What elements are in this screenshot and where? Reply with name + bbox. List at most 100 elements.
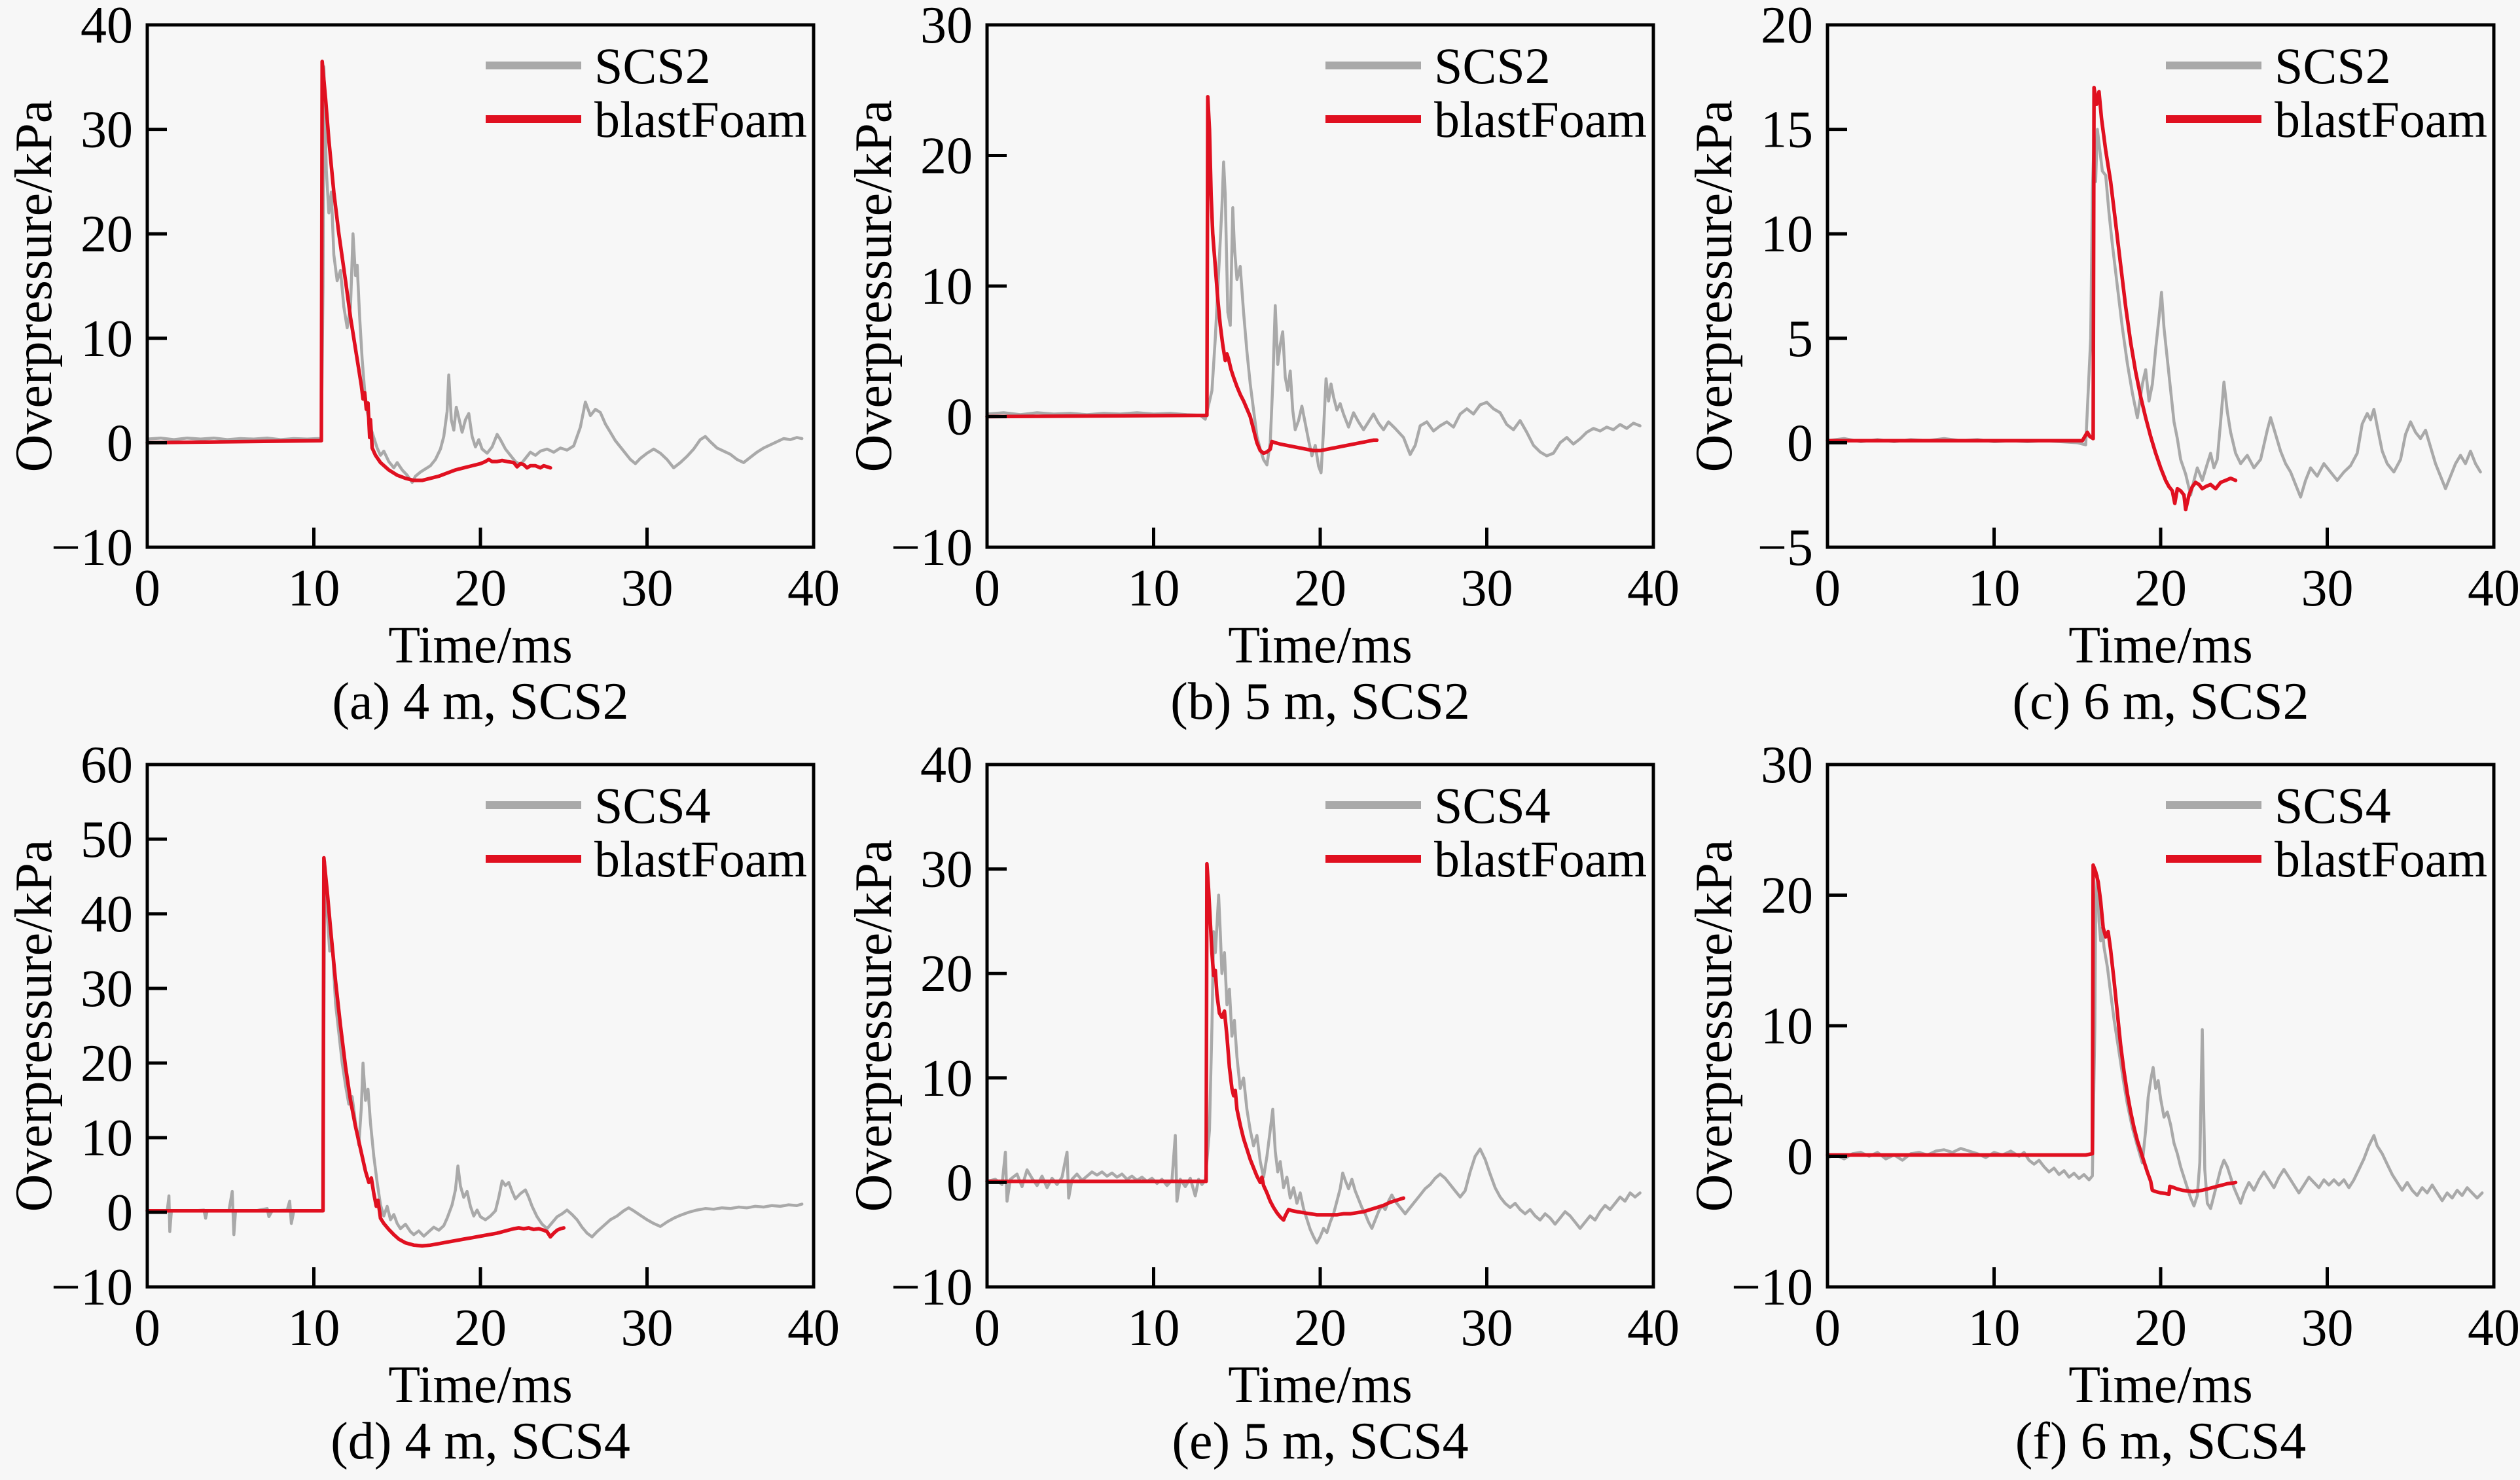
chart-panel-a: 0 10 20 30 40 −10 0 10 20 30 40 Time/ms Overpressure…	[0, 0, 840, 740]
x-tick-label: 30	[621, 560, 674, 617]
series-blastFoam-line	[985, 94, 1379, 456]
x-tick-label: 0	[134, 1299, 160, 1357]
y-tick-label: 10	[920, 1050, 973, 1108]
series-SCS2-line	[145, 65, 804, 484]
x-axis: 0 10 20 30 40	[974, 528, 1680, 617]
x-axis: 0 10 20 30 40	[1814, 528, 2520, 617]
chart-panel-d: 0 10 20 30 40 −10 0 10 20 30 40 50 60 Time/ms Overpres…	[0, 740, 840, 1480]
y-tick-label: 0	[946, 1154, 973, 1212]
x-tick-label: 10	[288, 1299, 340, 1357]
x-axis-label: Time/ms	[2068, 617, 2253, 674]
y-tick-label: 0	[1787, 1128, 1813, 1186]
y-tick-label: 30	[920, 0, 973, 54]
plot-area	[145, 856, 804, 1248]
y-axis: −10 0 10 20 30	[1731, 740, 1847, 1316]
x-axis: 0 10 20 30 40	[974, 1267, 1680, 1357]
legend-label-blastFoam: blastFoam	[2275, 831, 2487, 888]
x-tick-label: 0	[1814, 1299, 1841, 1357]
x-tick-label: 20	[454, 560, 507, 617]
chart-svg-d: 0 10 20 30 40−100102030405060Time/msOverpres…	[5, 740, 840, 1470]
chart-svg-f: 0 10 20 30 40−100102030Time/msOverpressure/k…	[1685, 740, 2520, 1470]
x-tick-label: 10	[288, 560, 340, 617]
y-tick-label: 60	[81, 740, 133, 794]
x-tick-label: 40	[1627, 1299, 1680, 1357]
plot-area	[1826, 863, 2484, 1210]
chart-svg-b: 0 10 20 30 40−100102030Time/msOverpressure/k…	[845, 0, 1680, 731]
x-tick-label: 0	[1814, 560, 1841, 617]
series-blastFoam-line	[1826, 863, 2238, 1197]
series-blastFoam-line	[985, 861, 1406, 1222]
plot-area	[1826, 86, 2482, 512]
plot-area	[145, 60, 804, 484]
chart-svg-e: 0 10 20 30 40−10010203040Time/msOverpressure…	[845, 740, 1680, 1470]
y-tick-label: −10	[891, 1259, 973, 1316]
y-tick-label: 10	[920, 258, 973, 316]
x-tick-label: 30	[1461, 1299, 1513, 1357]
y-tick-label: 10	[1761, 998, 1813, 1055]
chart-caption: (c) 6 m, SCS2	[2012, 673, 2309, 731]
y-axis: −10 0 10 20 30 40 50 60	[51, 740, 167, 1316]
y-tick-label: −10	[51, 519, 133, 577]
x-axis: 0 10 20 30 40	[1814, 1267, 2520, 1357]
x-tick-label: 10	[1128, 1299, 1180, 1357]
x-tick-label: 10	[1128, 560, 1180, 617]
y-axis-label: Overpressure/kPa	[5, 100, 63, 473]
y-tick-label: 30	[1761, 740, 1813, 794]
y-tick-label: 0	[107, 414, 133, 472]
y-tick-label: 10	[1761, 206, 1813, 263]
x-tick-label: 20	[454, 1299, 507, 1357]
series-SCS2-line	[985, 160, 1642, 475]
y-tick-label: 10	[81, 1110, 133, 1167]
y-tick-label: 0	[107, 1184, 133, 1242]
x-tick-label: 40	[2468, 560, 2520, 617]
y-tick-label: 15	[1761, 101, 1813, 159]
x-tick-label: 30	[621, 1299, 674, 1357]
chart-svg-a: 0 10 20 30 40−10010203040Time/msOverpressure…	[5, 0, 840, 731]
chart-panel-c: 0 10 20 30 40 −5 0 5 10 15 20 Time/ms Overpressure/k…	[1680, 0, 2520, 740]
legend-label-SCS4: SCS4	[2275, 777, 2391, 834]
y-axis-label: Overpressure/kPa	[1685, 100, 1743, 473]
chart-caption: (d) 4 m, SCS4	[331, 1413, 630, 1470]
legend-label-blastFoam: blastFoam	[1434, 831, 1647, 888]
series-SCS4-line	[985, 893, 1642, 1245]
x-tick-label: 0	[974, 1299, 1000, 1357]
y-tick-label: 0	[946, 389, 973, 446]
x-axis-label: Time/ms	[1228, 1356, 1413, 1414]
y-axis-label: Overpressure/kPa	[845, 840, 903, 1212]
y-axis: −10 0 10 20 30 40	[51, 0, 167, 577]
y-tick-label: 20	[81, 206, 133, 263]
y-tick-label: 40	[81, 0, 133, 54]
chart-caption: (a) 4 m, SCS2	[332, 673, 628, 731]
series-SCS2-line	[1826, 128, 2482, 499]
y-tick-label: 50	[81, 811, 133, 869]
x-tick-label: 40	[2468, 1299, 2520, 1357]
legend-label-SCS2: SCS2	[594, 37, 711, 94]
plot-area	[985, 861, 1642, 1245]
x-axis-label: Time/ms	[2068, 1356, 2253, 1414]
y-tick-label: −10	[51, 1259, 133, 1316]
x-tick-label: 30	[2301, 560, 2354, 617]
y-tick-label: 10	[81, 310, 133, 368]
x-tick-label: 10	[1968, 1299, 2021, 1357]
x-tick-label: 40	[787, 560, 840, 617]
plot-area	[985, 94, 1642, 475]
y-axis-label: Overpressure/kPa	[5, 840, 63, 1212]
x-axis-label: Time/ms	[388, 617, 573, 674]
y-tick-label: 20	[920, 945, 973, 1003]
y-axis: −10 0 10 20 30	[891, 0, 1007, 577]
legend-label-blastFoam: blastFoam	[1434, 91, 1647, 148]
chart-panel-b: 0 10 20 30 40 −10 0 10 20 30 Time/ms Overpressure/k…	[840, 0, 1680, 740]
series-blastFoam-line	[1826, 86, 2238, 512]
legend-label-SCS4: SCS4	[1434, 777, 1551, 834]
x-tick-label: 0	[974, 560, 1000, 617]
y-tick-label: 5	[1787, 310, 1813, 368]
x-tick-label: 10	[1968, 560, 2021, 617]
chart-caption: (b) 5 m, SCS2	[1170, 673, 1470, 731]
y-tick-label: 40	[920, 740, 973, 794]
